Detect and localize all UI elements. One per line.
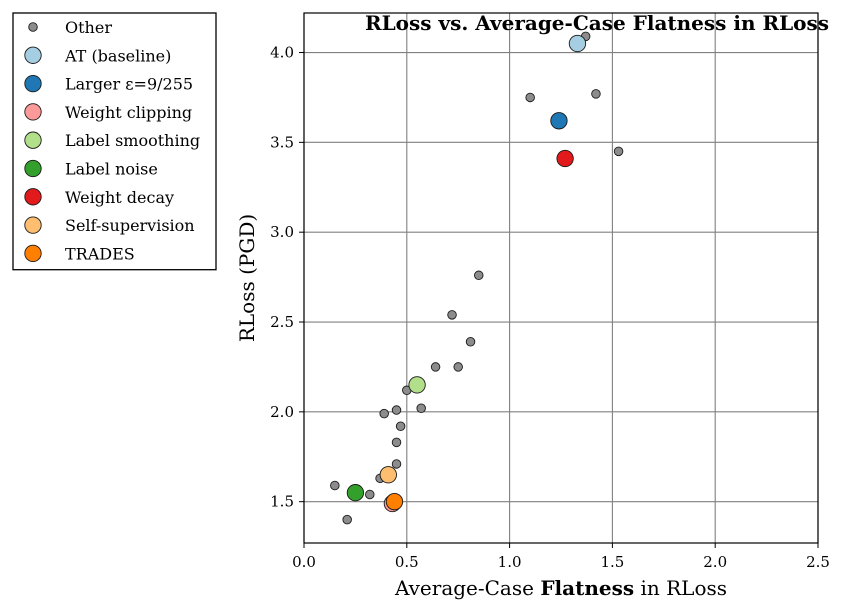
legend-label: Label noise <box>65 160 158 179</box>
legend-marker <box>24 216 42 234</box>
x-tick-label: 1.0 <box>498 553 522 571</box>
data-point <box>330 480 340 491</box>
data-point <box>379 408 389 419</box>
legend: Other AT (baseline) Larger ε=9/255 Weight c… <box>12 12 217 271</box>
y-axis-label: RLoss (PGD) <box>235 214 259 342</box>
x-tick-label: 0.0 <box>292 553 316 571</box>
data-point <box>408 376 426 394</box>
legend-marker <box>24 188 42 206</box>
data-point <box>342 514 352 525</box>
y-tick-label: 3.5 <box>270 133 294 151</box>
data-point <box>453 362 463 372</box>
x-tick-label: 1.5 <box>600 553 624 571</box>
legend-marker <box>24 159 42 178</box>
data-point <box>613 146 624 157</box>
y-tick-label: 2.5 <box>270 313 294 331</box>
x-tick-label: 2.0 <box>703 553 727 571</box>
data-point <box>447 310 457 320</box>
data-point <box>391 459 402 469</box>
x-axis-label-bold: Flatness <box>540 576 634 600</box>
legend-label: Self-supervision <box>65 216 195 235</box>
axis-ticks: 0.0 0.5 1.0 1.5 2.0 2.5 1.5 2.0 2.5 3.0 3.5 4.0 <box>270 44 830 571</box>
x-tick-label: 2.5 <box>806 553 830 571</box>
data-point <box>365 489 375 500</box>
legend-label: TRADES <box>65 244 135 263</box>
legend-marker <box>24 74 42 93</box>
grid-lines <box>303 13 819 543</box>
legend-marker <box>24 244 42 263</box>
data-point <box>556 149 574 168</box>
data-point <box>568 34 587 53</box>
legend-marker <box>28 22 38 32</box>
chart-title: RLoss vs. Average-Case Flatness in RLoss <box>365 11 829 35</box>
data-point <box>391 437 402 448</box>
data-point <box>416 403 426 414</box>
x-axis-label-prefix: Average-Case <box>394 576 540 600</box>
data-point <box>525 92 535 103</box>
legend-frame <box>12 12 217 271</box>
legend-label: Larger ε=9/255 <box>65 75 193 94</box>
legend-label: Label smoothing <box>65 131 200 150</box>
data-point <box>550 112 568 130</box>
plot-area <box>303 12 819 544</box>
data-points <box>330 31 624 525</box>
data-point <box>591 89 601 99</box>
data-point <box>465 337 476 347</box>
x-tick-label: 0.5 <box>395 553 419 571</box>
data-point <box>385 493 404 511</box>
data-point <box>379 466 397 484</box>
y-tick-label: 2.0 <box>270 403 294 421</box>
data-point <box>474 270 484 281</box>
legend-label: Weight clipping <box>65 103 192 122</box>
y-tick-label: 4.0 <box>270 44 294 62</box>
legend-label: Weight decay <box>65 188 174 207</box>
legend-marker <box>24 131 42 149</box>
y-tick-label: 1.5 <box>270 493 294 511</box>
legend-label: AT (baseline) <box>64 46 171 65</box>
y-tick-label: 3.0 <box>270 223 294 241</box>
data-point <box>391 405 402 415</box>
data-point <box>346 484 365 502</box>
legend-marker <box>24 103 42 121</box>
data-point <box>430 362 441 372</box>
legend-marker <box>24 46 42 64</box>
x-axis-label: Average-Case Flatness in RLoss <box>394 576 727 600</box>
x-axis-label-suffix: in RLoss <box>634 576 727 600</box>
legend-label: Other <box>65 18 112 37</box>
data-point <box>395 421 406 431</box>
